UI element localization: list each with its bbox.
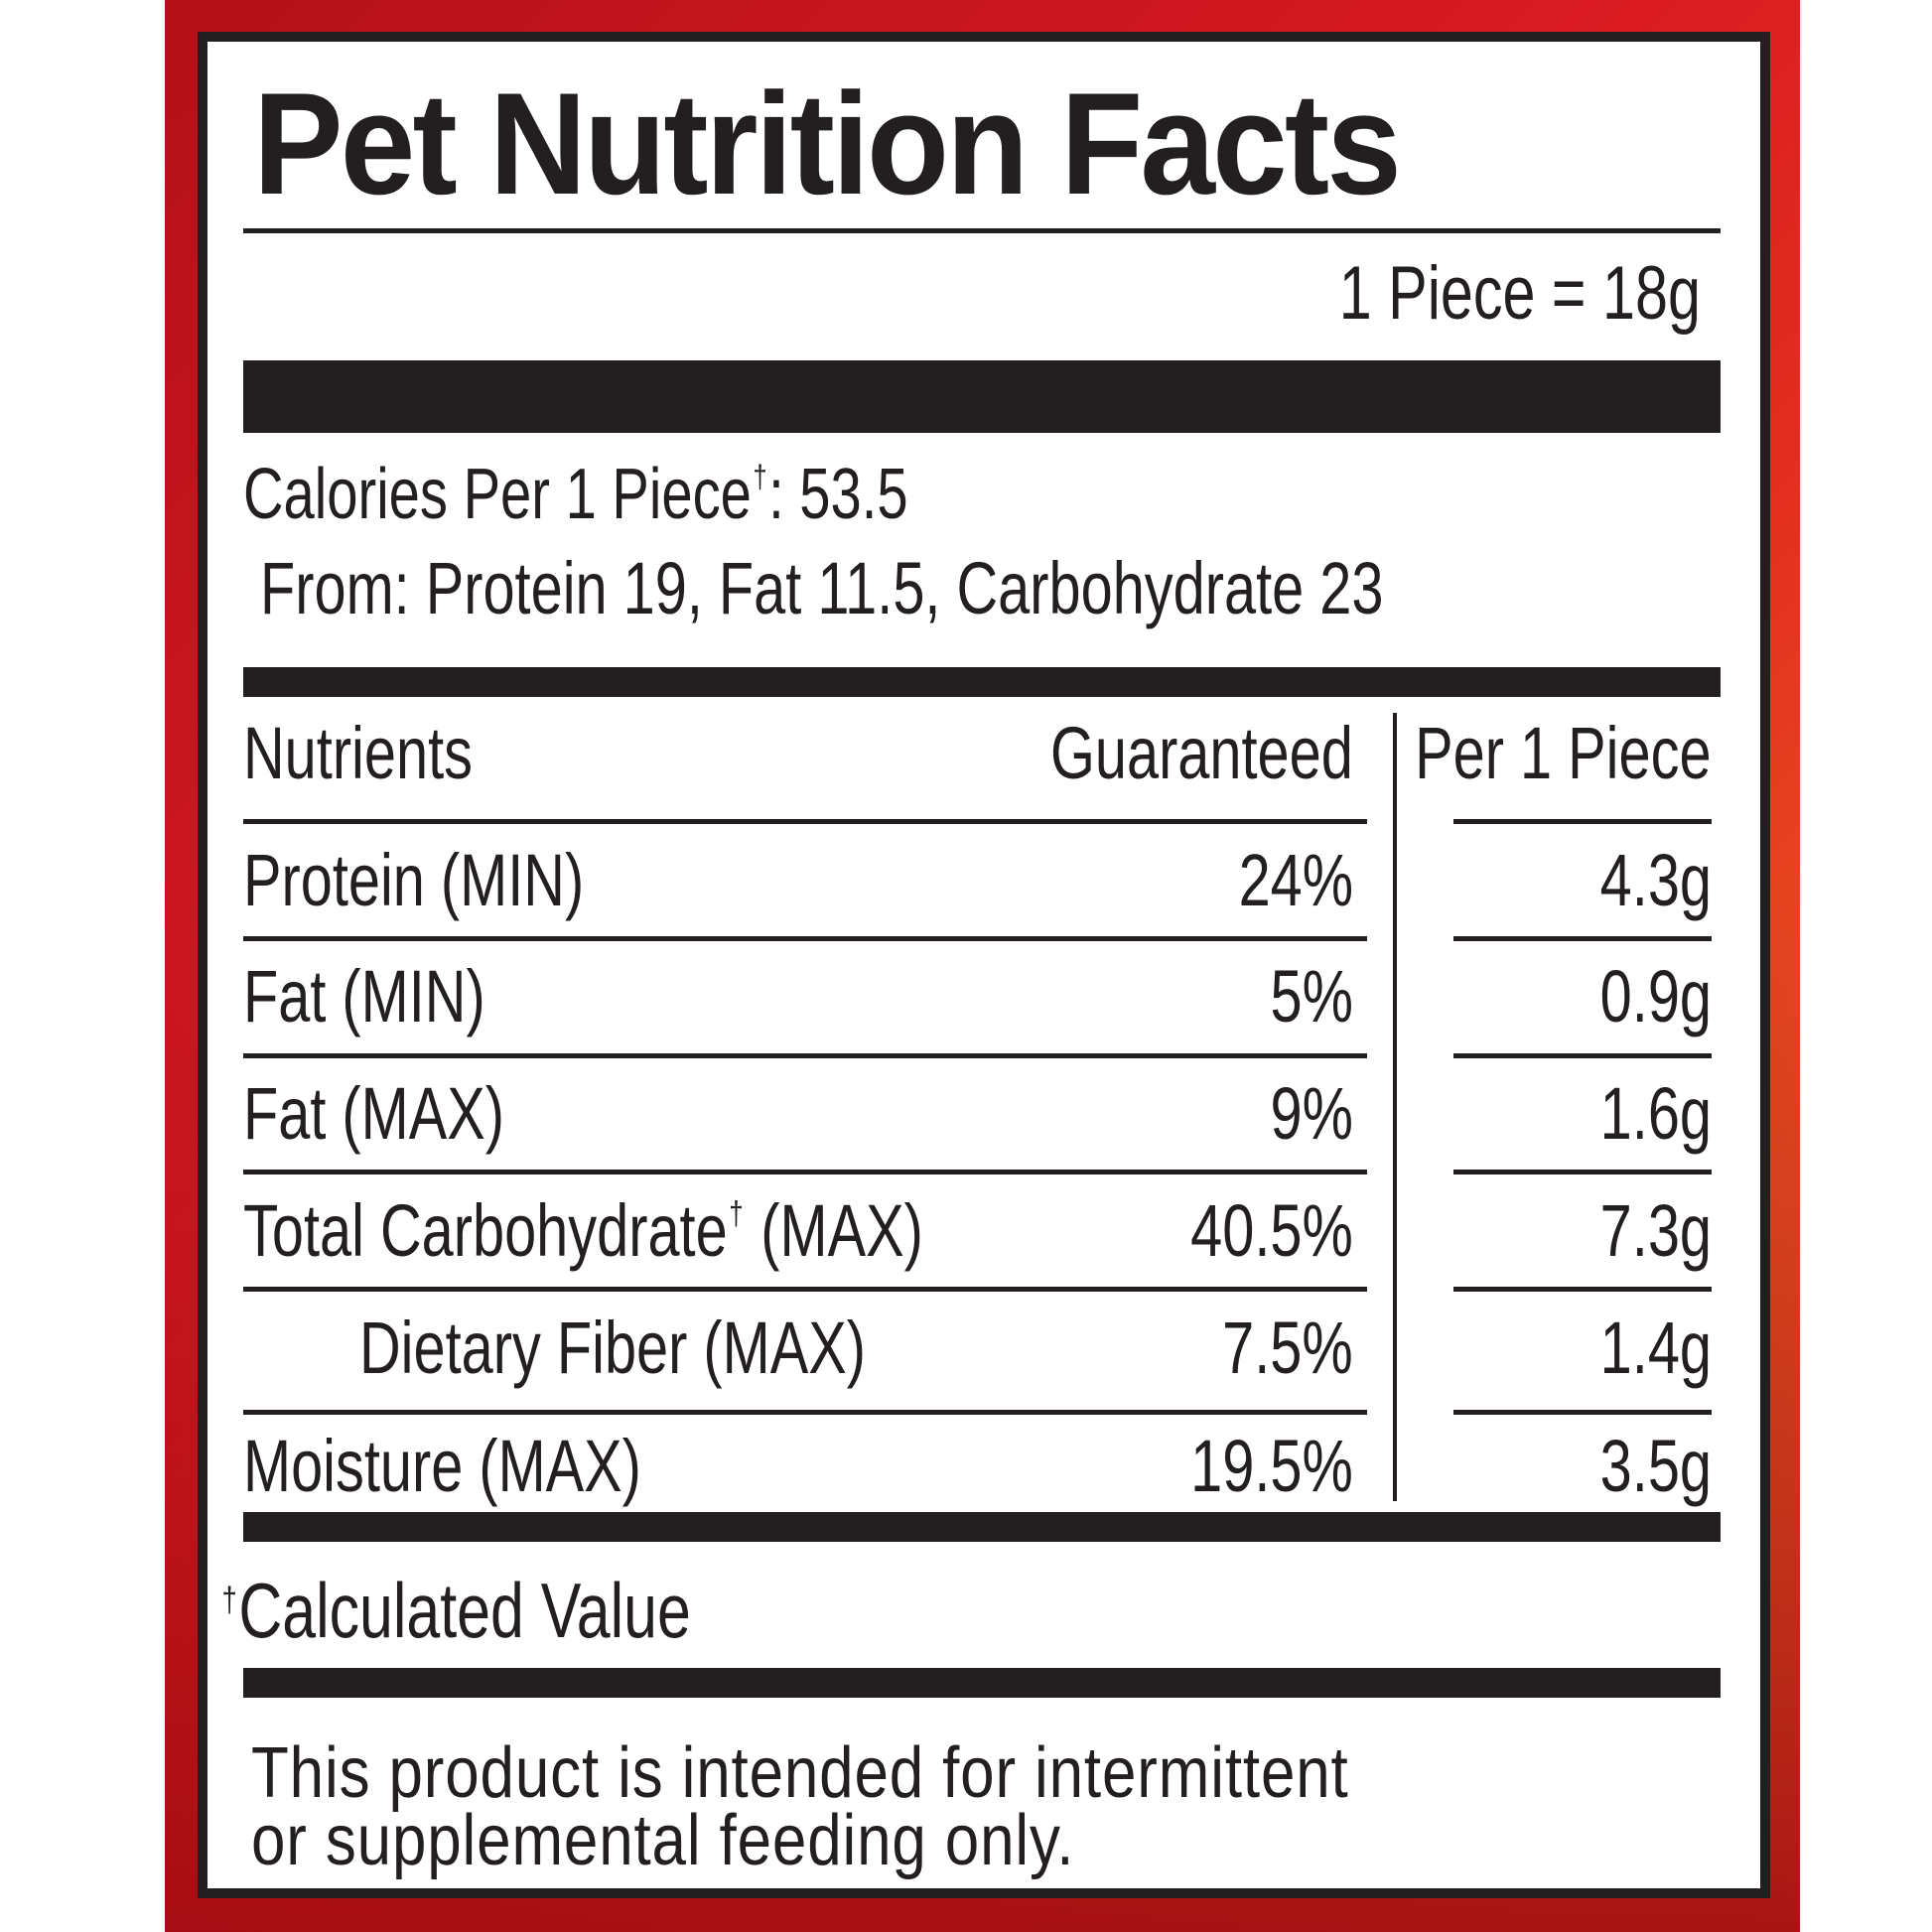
guaranteed-value: 7.5% [1222, 1307, 1353, 1389]
nutrient-name: Protein (MIN) [243, 839, 585, 921]
per-piece-value: 1.6g [1599, 1072, 1712, 1155]
header-per-piece: Per 1 Piece [1415, 712, 1712, 794]
row-divider [1453, 1170, 1712, 1174]
thick-divider-bottom [243, 1512, 1721, 1542]
disclaimer-line-2: or supplemental feeding only. [251, 1801, 1075, 1880]
nutrient-name: Total Carbohydrate† (MAX) [243, 1194, 923, 1268]
nutrient-name: Moisture (MAX) [243, 1425, 641, 1507]
nutrient-name: Fat (MAX) [243, 1072, 504, 1155]
calories-value: : 53.5 [768, 455, 908, 534]
calories-line: Calories Per 1 Piece†: 53.5 [243, 459, 908, 530]
dagger-mark: † [221, 1580, 237, 1619]
per-piece-value: 4.3g [1599, 839, 1712, 921]
row-divider [243, 1287, 1367, 1292]
calories-label: Calories Per 1 Piece [243, 455, 752, 534]
per-piece-value: 0.9g [1599, 955, 1712, 1037]
footnote-text: Calculated Value [238, 1567, 691, 1654]
guaranteed-value: 19.5% [1190, 1425, 1353, 1507]
dagger-mark: † [753, 459, 767, 495]
title-divider [243, 228, 1721, 233]
feeding-disclaimer: This product is intended for intermitten… [251, 1733, 1349, 1880]
per-piece-value: 3.5g [1599, 1425, 1712, 1507]
row-divider [1453, 819, 1712, 824]
per-piece-value: 1.4g [1599, 1307, 1712, 1389]
thick-divider-top [243, 360, 1721, 433]
disclaimer-line-1: This product is intended for intermitten… [251, 1733, 1349, 1813]
footnote: †Calculated Value [220, 1572, 691, 1649]
row-divider [1453, 1053, 1712, 1058]
guaranteed-value: 24% [1238, 839, 1353, 921]
thick-divider-footer [243, 1668, 1721, 1698]
header-guaranteed: Guaranteed [1050, 712, 1353, 794]
thick-divider-nutrients [243, 667, 1721, 697]
row-divider [243, 1170, 1367, 1174]
nutrition-label-panel [207, 42, 1760, 1888]
column-divider [1393, 713, 1397, 1501]
row-divider [243, 1053, 1367, 1058]
guaranteed-value: 40.5% [1190, 1189, 1353, 1272]
header-nutrients: Nutrients [243, 712, 473, 794]
row-divider [243, 936, 1367, 941]
nutrient-name: Fat (MIN) [243, 955, 485, 1037]
row-divider [1453, 1410, 1712, 1415]
nutrient-name-suffix: (MAX) [745, 1189, 923, 1272]
per-piece-value: 7.3g [1599, 1189, 1712, 1272]
dagger-mark: † [729, 1195, 744, 1233]
nutrient-name: Dietary Fiber (MAX) [359, 1307, 866, 1389]
calories-from-line: From: Protein 19, Fat 11.5, Carbohydrate… [260, 547, 1384, 629]
row-divider [243, 819, 1367, 824]
guaranteed-value: 5% [1270, 955, 1353, 1037]
nutrient-name-main: Total Carbohydrate [243, 1189, 728, 1272]
row-divider [1453, 936, 1712, 941]
row-divider [243, 1410, 1367, 1415]
guaranteed-value: 9% [1270, 1072, 1353, 1155]
serving-size: 1 Piece = 18g [1338, 251, 1701, 336]
label-title: Pet Nutrition Facts [253, 63, 1402, 224]
row-divider [1453, 1287, 1712, 1292]
